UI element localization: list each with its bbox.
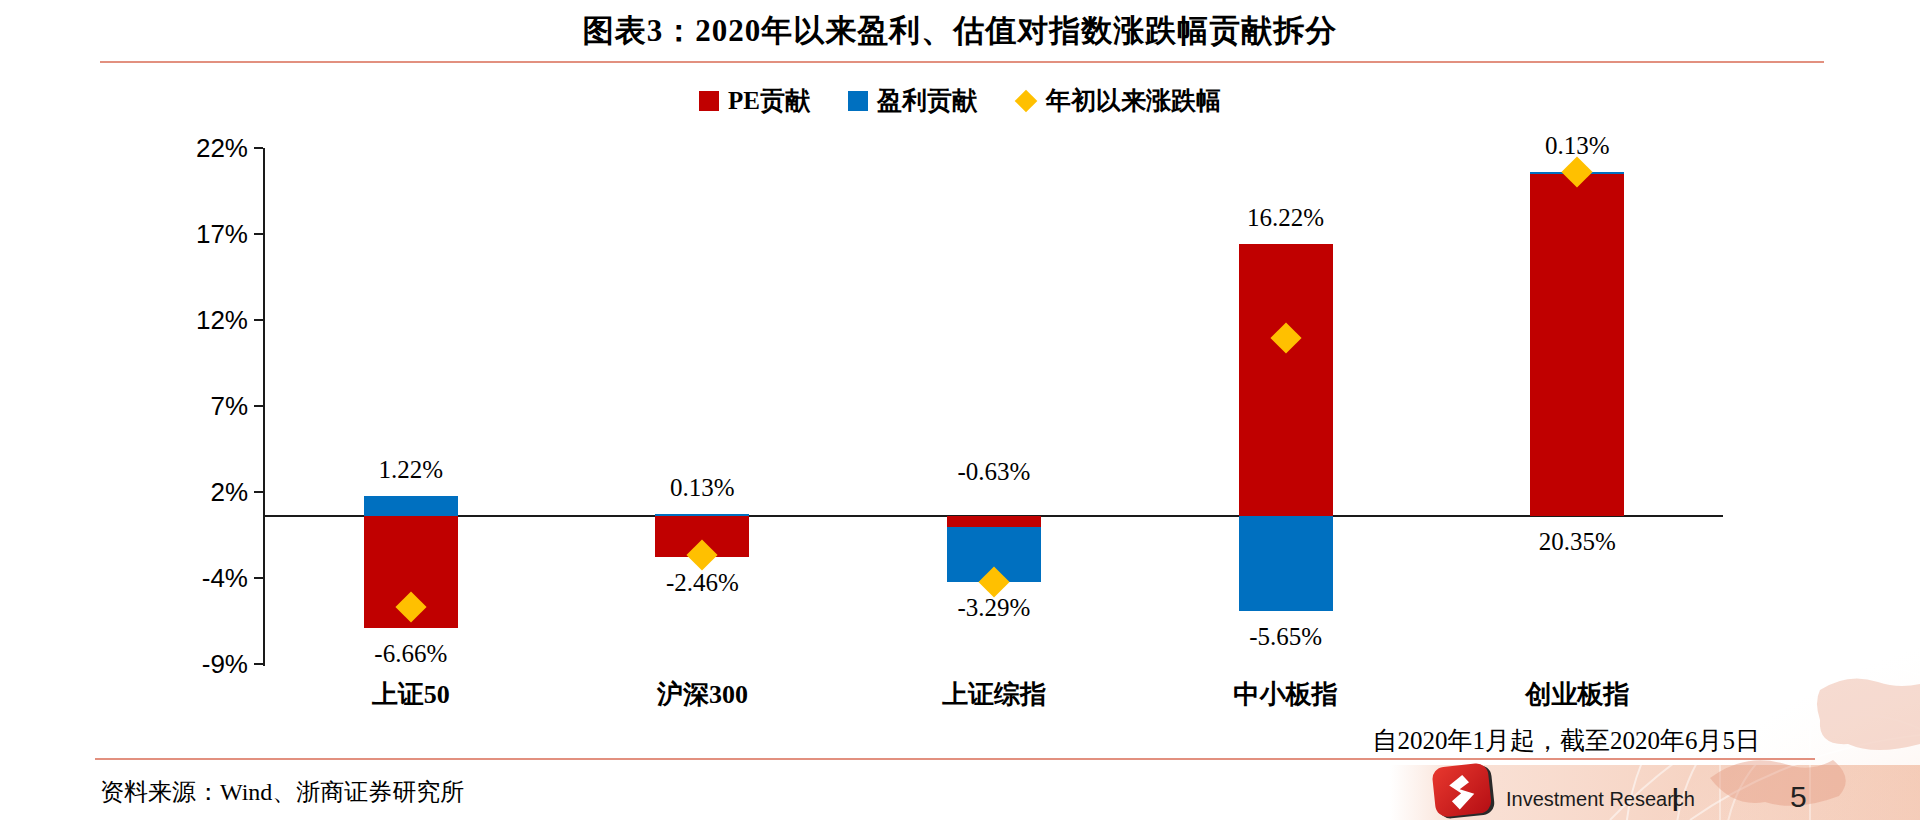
bar-segment-pe xyxy=(947,516,1041,527)
y-axis-tick-mark xyxy=(254,405,263,407)
y-tick-label: -4% xyxy=(148,564,248,592)
bar-segment-earnings xyxy=(1239,516,1333,611)
legend-square-marker xyxy=(699,91,719,111)
bar-chart: 22% 17% 12% 7% 2% -4% -9% 1.22% -6.66% 上证50 0.13% -… xyxy=(0,0,1920,820)
source-note: 资料来源：Wind、浙商证券研究所 xyxy=(100,776,464,808)
data-label-bottom: -3.29% xyxy=(904,594,1084,622)
data-label-bottom: -2.46% xyxy=(612,569,792,597)
legend-label: PE贡献 xyxy=(728,84,810,117)
data-label-top: 0.13% xyxy=(612,474,792,502)
brand-divider: | xyxy=(1672,784,1679,812)
data-label-bottom: 20.35% xyxy=(1487,528,1667,556)
legend-label: 盈利贡献 xyxy=(877,84,977,117)
y-axis-tick-mark xyxy=(254,577,263,579)
legend-label: 年初以来涨跌幅 xyxy=(1046,84,1221,117)
data-label-bottom: -6.66% xyxy=(321,640,501,668)
footer-divider-line xyxy=(95,758,1815,760)
bar-segment-pe xyxy=(1239,244,1333,516)
y-axis-tick-mark xyxy=(254,491,263,493)
legend-diamond-marker xyxy=(1015,89,1038,112)
category-label: 上证50 xyxy=(291,680,531,710)
data-label-top: 16.22% xyxy=(1196,204,1376,232)
y-tick-label: 22% xyxy=(148,134,248,162)
y-tick-label: 17% xyxy=(148,220,248,248)
y-axis-tick-mark xyxy=(254,147,263,149)
category-label: 上证综指 xyxy=(874,680,1114,710)
data-label-top: 1.22% xyxy=(321,456,501,484)
bar-segment-earnings xyxy=(364,496,458,516)
data-label-top: -0.63% xyxy=(904,458,1084,486)
data-label-top: 0.13% xyxy=(1487,132,1667,160)
page-number: 5 xyxy=(1790,780,1807,814)
report-page: 图表3：2020年以来盈利、估值对指数涨跌幅贡献拆分 PE贡献 盈利贡献 年初以来涨… xyxy=(0,0,1920,820)
y-axis-line xyxy=(263,148,265,666)
legend-item-1: 盈利贡献 xyxy=(848,84,977,117)
y-axis-tick-mark xyxy=(254,233,263,235)
y-axis-tick-mark xyxy=(254,319,263,321)
bar-segment-pe xyxy=(1530,174,1624,516)
category-label: 沪深300 xyxy=(582,680,822,710)
chart-legend: PE贡献 盈利贡献 年初以来涨跌幅 xyxy=(0,84,1920,117)
category-label: 中小板指 xyxy=(1166,680,1406,710)
brand-text: Investment Research xyxy=(1506,788,1695,811)
legend-item-0: PE贡献 xyxy=(699,84,810,117)
date-range-note: 自2020年1月起，截至2020年6月5日 xyxy=(1373,724,1761,757)
y-tick-label: -9% xyxy=(148,650,248,678)
bar-segment-earnings xyxy=(655,514,749,516)
y-tick-label: 12% xyxy=(148,306,248,334)
y-tick-label: 2% xyxy=(148,478,248,506)
category-label: 创业板指 xyxy=(1457,680,1697,710)
zheshang-securities-logo xyxy=(1428,763,1498,820)
chart-title: 图表3：2020年以来盈利、估值对指数涨跌幅贡献拆分 xyxy=(0,10,1920,52)
title-divider-line xyxy=(100,61,1824,63)
legend-item-2: 年初以来涨跌幅 xyxy=(1015,84,1221,117)
data-label-bottom: -5.65% xyxy=(1196,623,1376,651)
y-axis-tick-mark xyxy=(254,663,263,665)
y-tick-label: 7% xyxy=(148,392,248,420)
legend-square-marker xyxy=(848,91,868,111)
